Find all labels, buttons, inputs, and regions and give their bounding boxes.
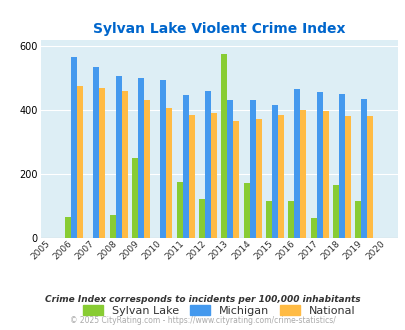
- Bar: [332, 185, 338, 238]
- Bar: [144, 100, 150, 238]
- Bar: [122, 91, 128, 238]
- Bar: [132, 158, 138, 238]
- Bar: [271, 105, 277, 238]
- Text: Crime Index corresponds to incidents per 100,000 inhabitants: Crime Index corresponds to incidents per…: [45, 295, 360, 304]
- Bar: [99, 87, 105, 238]
- Bar: [265, 201, 271, 238]
- Bar: [354, 201, 360, 238]
- Bar: [360, 99, 367, 238]
- Bar: [71, 57, 77, 238]
- Bar: [115, 76, 122, 238]
- Bar: [316, 92, 322, 238]
- Bar: [243, 183, 249, 238]
- Bar: [198, 199, 205, 238]
- Bar: [211, 113, 217, 238]
- Bar: [294, 89, 300, 238]
- Bar: [288, 201, 294, 238]
- Bar: [176, 182, 182, 238]
- Bar: [221, 54, 227, 238]
- Bar: [109, 215, 115, 238]
- Bar: [138, 78, 144, 238]
- Bar: [322, 112, 328, 238]
- Bar: [205, 91, 211, 238]
- Bar: [277, 115, 284, 238]
- Bar: [65, 217, 71, 238]
- Legend: Sylvan Lake, Michigan, National: Sylvan Lake, Michigan, National: [80, 303, 357, 318]
- Title: Sylvan Lake Violent Crime Index: Sylvan Lake Violent Crime Index: [93, 22, 345, 36]
- Text: © 2025 CityRating.com - https://www.cityrating.com/crime-statistics/: © 2025 CityRating.com - https://www.city…: [70, 316, 335, 325]
- Bar: [188, 115, 194, 238]
- Bar: [367, 116, 373, 238]
- Bar: [249, 100, 255, 238]
- Bar: [344, 116, 350, 238]
- Bar: [160, 80, 166, 238]
- Bar: [93, 67, 99, 238]
- Bar: [227, 100, 233, 238]
- Bar: [338, 94, 344, 238]
- Bar: [166, 108, 172, 238]
- Bar: [310, 218, 316, 238]
- Bar: [77, 86, 83, 238]
- Bar: [300, 110, 306, 238]
- Bar: [233, 121, 239, 238]
- Bar: [255, 119, 261, 238]
- Bar: [182, 95, 188, 238]
